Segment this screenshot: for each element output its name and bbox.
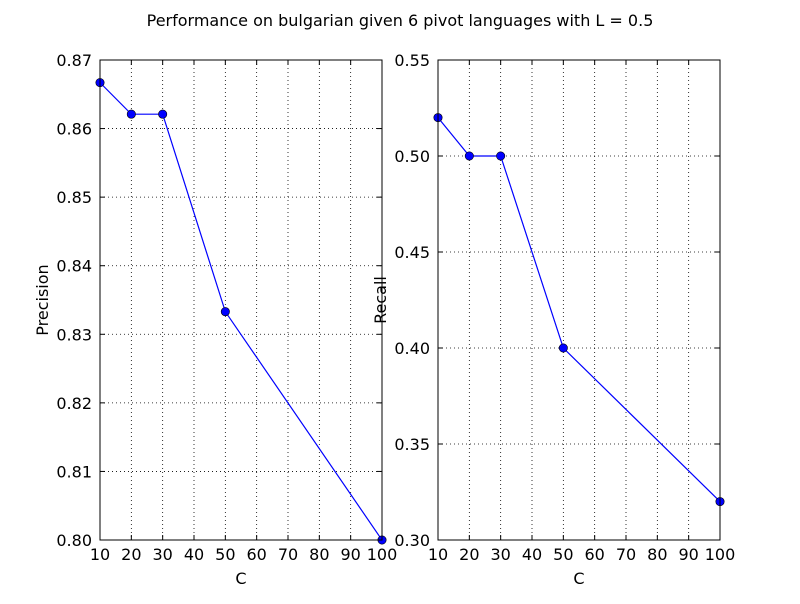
x-tick-label: 10 xyxy=(90,545,110,564)
x-axis-label: C xyxy=(573,569,584,588)
data-point xyxy=(558,343,568,353)
y-tick-label: 0.86 xyxy=(56,120,92,139)
x-tick-label: 70 xyxy=(616,545,636,564)
x-tick-label: 100 xyxy=(705,545,736,564)
data-point xyxy=(464,151,474,161)
y-tick-label: 0.83 xyxy=(56,325,92,344)
x-tick-label: 50 xyxy=(215,545,235,564)
y-tick-label: 0.87 xyxy=(56,51,92,70)
x-tick-label: 20 xyxy=(459,545,479,564)
y-tick-label: 0.80 xyxy=(56,531,92,550)
charts-group: 10 20 30 40 50 60 70 80 90 100 0.80 0.81 0.82 0.83 0.8… xyxy=(33,51,735,588)
x-tick-label: 70 xyxy=(278,545,298,564)
x-tick-label: 40 xyxy=(184,545,204,564)
x-axis-label: C xyxy=(235,569,246,588)
x-tick-label: 60 xyxy=(246,545,266,564)
x-tick-label: 30 xyxy=(490,545,510,564)
x-tick-label: 10 xyxy=(428,545,448,564)
axes-frame xyxy=(99,59,383,541)
chart-panel-1: 10 20 30 40 50 60 70 80 90 100 0.80 0.81 0.82 0.83 0.8… xyxy=(33,51,397,588)
x-tick-label: 30 xyxy=(152,545,172,564)
x-tick-label: 40 xyxy=(522,545,542,564)
data-point xyxy=(496,151,506,161)
x-tick-label: 100 xyxy=(367,545,398,564)
x-tick-label: 60 xyxy=(584,545,604,564)
chart-panel-2: 10 20 30 40 50 60 70 80 90 100 0.30 0.35 0.40 0.45 0.5… xyxy=(371,51,735,588)
x-tick-label: 50 xyxy=(553,545,573,564)
x-tick-label: 80 xyxy=(647,545,667,564)
x-tick-label: 80 xyxy=(309,545,329,564)
y-tick-label: 0.45 xyxy=(394,243,430,262)
y-tick-label: 0.84 xyxy=(56,257,92,276)
y-axis-label: Recall xyxy=(371,276,390,324)
y-tick-label: 0.40 xyxy=(394,339,430,358)
axes-frame xyxy=(437,59,721,541)
data-point xyxy=(220,307,230,317)
y-tick-label: 0.82 xyxy=(56,394,92,413)
y-tick-label: 0.55 xyxy=(394,51,430,70)
series-line xyxy=(99,82,383,541)
y-tick-label: 0.81 xyxy=(56,462,92,481)
figure-title: Performance on bulgarian given 6 pivot l… xyxy=(147,11,654,30)
y-tick-label: 0.85 xyxy=(56,188,92,207)
y-tick-label: 0.35 xyxy=(394,435,430,454)
y-tick-label: 0.50 xyxy=(394,147,430,166)
x-tick-label: 20 xyxy=(121,545,141,564)
data-point xyxy=(158,109,168,119)
y-axis-label: Precision xyxy=(33,264,52,335)
x-tick-label: 90 xyxy=(678,545,698,564)
data-point xyxy=(126,109,136,119)
y-tick-label: 0.30 xyxy=(394,531,430,550)
x-tick-label: 90 xyxy=(340,545,360,564)
